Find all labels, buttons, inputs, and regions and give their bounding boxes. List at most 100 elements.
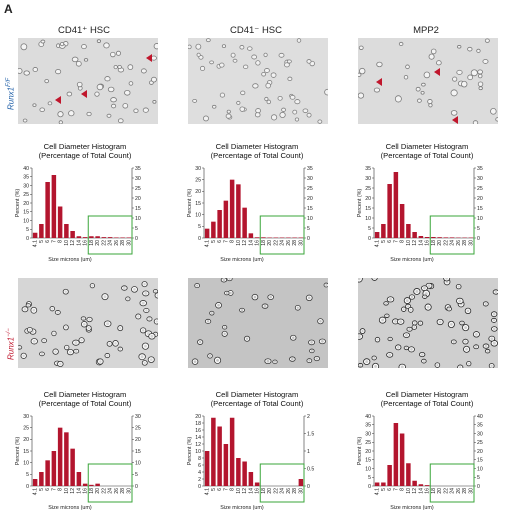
cell [436, 60, 442, 66]
x-tick-label: 18 [261, 240, 267, 246]
x-tick-label: 18 [89, 488, 95, 494]
y-tick-label-left: 10 [195, 212, 201, 218]
y-tick-label-left: 0 [198, 236, 201, 242]
cell [403, 345, 410, 351]
column-header-cd41-pos-hsc: CD41⁺ HSC [58, 25, 110, 36]
cell [272, 359, 278, 365]
cell [111, 103, 117, 109]
cell [296, 38, 302, 43]
y-tick-label-left: 4 [198, 470, 201, 476]
y-tick-label-left: 0 [26, 484, 29, 490]
cell [406, 326, 413, 332]
x-tick-label: 14 [76, 240, 82, 246]
cell [407, 306, 414, 313]
cell [477, 69, 483, 75]
cell [306, 112, 312, 118]
y-tick-label-left: 40 [23, 166, 29, 172]
y-tick-label-right: 20 [307, 196, 313, 202]
cell [270, 72, 277, 78]
cell [450, 339, 457, 345]
cell [398, 41, 404, 47]
arrowhead-marker [376, 78, 382, 86]
cell [141, 360, 148, 366]
cell [71, 56, 79, 63]
cell [452, 76, 458, 82]
cell [428, 53, 435, 60]
x-tick-label: 7 [223, 240, 229, 243]
large-cell-highlight-box [87, 215, 133, 255]
y-tick-label-right: 30 [135, 176, 141, 182]
cell [289, 356, 296, 362]
histogram-bar [120, 237, 125, 238]
histogram-bar [298, 479, 304, 486]
cell [115, 50, 121, 56]
cell [127, 64, 134, 71]
y-tick-label-left: 0 [368, 484, 371, 490]
cell [197, 339, 204, 345]
cell [374, 336, 381, 343]
y-axis-label: Percent (%) [15, 189, 21, 218]
histogram-mpp2-ff: Cell Diameter Histogram (Percentage of To… [352, 140, 502, 268]
cell [125, 296, 131, 302]
cell [230, 52, 236, 58]
histogram-bar [248, 472, 254, 486]
y-tick-label-right: 1 [307, 449, 310, 455]
cell [308, 339, 316, 346]
cell [232, 58, 238, 63]
cell [318, 338, 326, 345]
x-tick-label: 7 [393, 240, 399, 243]
y-tick-label-right: 25 [477, 440, 483, 446]
x-tick-label: 22 [443, 240, 449, 246]
cell [386, 352, 394, 358]
x-tick-label: 24 [450, 240, 456, 246]
x-tick-label: 5 [211, 240, 217, 243]
cell [464, 307, 472, 315]
cell [142, 107, 149, 113]
histogram-bar [254, 237, 260, 238]
histogram-bar [107, 237, 113, 238]
x-tick-label: 30 [468, 240, 474, 246]
y-tick-label-left: 35 [23, 175, 29, 181]
cell [402, 332, 411, 338]
cell [403, 74, 409, 80]
x-tick-label: 10 [406, 488, 412, 494]
x-tick-label: 22 [101, 240, 107, 246]
x-tick-label: 10 [236, 240, 242, 246]
chart-subtitle: (Percentage of Total Count) [39, 399, 132, 408]
cell [421, 285, 428, 292]
cell [80, 316, 87, 321]
chart-subtitle: (Percentage of Total Count) [211, 151, 304, 160]
cell [205, 38, 211, 43]
cell [408, 294, 415, 300]
histogram-bar [418, 484, 424, 486]
histogram-bar [89, 484, 94, 486]
histogram-bar [32, 479, 38, 486]
x-axis-label: Size microns (um) [390, 505, 434, 511]
y-tick-label-right: 10 [477, 466, 483, 472]
histogram-bar [223, 200, 229, 238]
cell [420, 90, 425, 95]
cell [270, 114, 278, 121]
y-tick-label-right: 30 [477, 431, 483, 437]
y-tick-label-left: 5 [26, 227, 29, 233]
cell [386, 296, 395, 303]
x-tick-label: 26 [456, 488, 462, 494]
cell [219, 92, 226, 98]
cell [277, 95, 283, 101]
cell [443, 278, 451, 282]
cell [384, 313, 390, 318]
y-tick-label-left: 20 [195, 189, 201, 195]
micrograph-mpp2-ff [358, 38, 498, 124]
cell [267, 294, 275, 300]
histogram-bar [223, 444, 229, 486]
arrowhead-marker [434, 68, 440, 76]
large-cell-highlight-box [259, 463, 305, 503]
x-tick-label: 22 [273, 240, 279, 246]
x-tick-label: 18 [89, 240, 95, 246]
cell [153, 318, 158, 325]
x-tick-label: 16 [425, 488, 431, 494]
x-tick-label: 5 [211, 488, 217, 491]
y-tick-label-right: 0 [135, 236, 138, 242]
x-tick-label: 30 [126, 240, 132, 246]
x-tick-label: 12 [412, 488, 418, 494]
